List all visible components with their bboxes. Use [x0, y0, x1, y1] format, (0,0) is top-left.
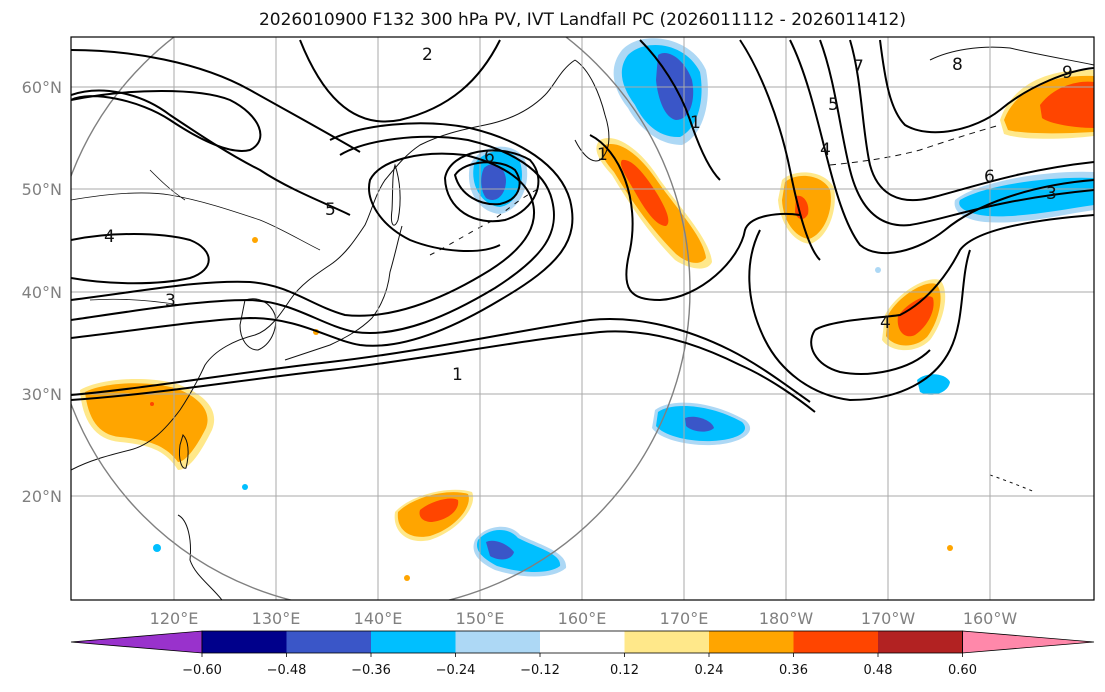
latitude-labels: 60°N 50°N 40°N 30°N 20°N	[22, 78, 62, 506]
contour-labels: 1 1 1 2 3 3 4 4 4 5 5 6 6 7 8 9	[104, 45, 1073, 385]
lon-tick-label: 120°E	[150, 609, 199, 628]
contour-label: 7	[853, 57, 864, 77]
lat-tick-label: 40°N	[22, 283, 62, 302]
contour-3	[71, 122, 574, 347]
colorbar-segment	[371, 631, 456, 653]
colorbar-tick-label: −0.60	[182, 663, 222, 678]
coast-sakhalin	[391, 163, 401, 226]
coastlines	[71, 46, 1094, 600]
contour-ridge-1	[589, 134, 801, 302]
contour-west-2	[71, 49, 361, 153]
lon-tick-label: 160°E	[558, 609, 607, 628]
contour-north	[879, 39, 1094, 134]
colorbar-extend-high	[962, 630, 1095, 654]
lat-tick-label: 30°N	[22, 385, 62, 404]
contour-2-south	[71, 318, 811, 403]
contour-4	[71, 135, 556, 334]
lat-tick-label: 20°N	[22, 487, 62, 506]
graticule	[71, 37, 1094, 600]
colorbar-segment	[878, 631, 963, 653]
contour-label: 6	[484, 147, 495, 167]
colorbar-segment	[709, 631, 794, 653]
lat-tick-label: 50°N	[22, 180, 62, 199]
lon-tick-label: 130°E	[252, 609, 301, 628]
contour-trough-a	[639, 39, 821, 261]
coast-hawaii	[989, 474, 1036, 493]
contour-label: 6	[984, 167, 995, 187]
coast-alaska	[929, 46, 1094, 66]
contour-label: 5	[325, 200, 336, 220]
contour-label: 2	[422, 45, 433, 65]
colorbar-segment	[286, 631, 371, 653]
coast-kamchatka	[574, 59, 610, 162]
contour-5	[71, 152, 536, 317]
coast-japan	[284, 225, 403, 361]
colorbar: −0.60 −0.48 −0.36 −0.24 −0.12 0.12 0.24 …	[70, 630, 1095, 678]
coast-asia-east	[71, 59, 576, 471]
colorbar-extend-low	[70, 630, 203, 654]
contour-6-okhotsk	[453, 161, 521, 206]
colorbar-segment	[793, 631, 878, 653]
colorbar-tick-label: −0.48	[267, 663, 307, 678]
colorbar-tick-label: 0.24	[695, 663, 724, 678]
colorbar-segment	[624, 631, 709, 653]
lon-tick-label: 170°W	[861, 609, 916, 628]
contour-label: 1	[597, 145, 608, 165]
colorbar-tick-label: 0.48	[864, 663, 893, 678]
contour-label: 8	[952, 55, 963, 75]
contour-label: 3	[1046, 184, 1057, 204]
pv-contours	[71, 39, 1094, 413]
contour-label: 5	[828, 95, 839, 115]
lon-tick-label: 140°E	[354, 609, 403, 628]
distance-circle	[71, 37, 691, 600]
colorbar-tick-label: 0.12	[610, 663, 639, 678]
colorbar-segment	[455, 631, 540, 653]
contour-label: 1	[452, 365, 463, 385]
lon-tick-label: 170°E	[660, 609, 709, 628]
contour-1	[71, 330, 816, 413]
colorbar-tick-label: −0.36	[351, 663, 391, 678]
contour-label: 1	[690, 113, 701, 133]
colorbar-segment	[202, 631, 287, 653]
colorbar-tick-label: −0.24	[436, 663, 476, 678]
contour-label: 9	[1062, 63, 1073, 83]
contour-trough-c	[819, 39, 1094, 227]
coast-aleutians	[829, 124, 1001, 166]
contour-inner-okhotsk	[443, 149, 540, 223]
contour-east-outer	[748, 229, 971, 402]
contour-north-2	[299, 39, 501, 123]
contour-west-4	[71, 233, 210, 285]
map-frame	[70, 36, 1095, 601]
map-title: 2026010900 F132 300 hPa PV, IVT Landfall…	[258, 10, 906, 30]
coast-china-interior	[71, 169, 321, 306]
contour-west-loop	[71, 90, 262, 152]
lon-tick-label: 150°E	[456, 609, 505, 628]
coast-taiwan	[179, 434, 189, 469]
colorbar-tick-label: 0.60	[948, 663, 977, 678]
contour-trough-b	[789, 39, 1094, 255]
lat-tick-label: 60°N	[22, 78, 62, 97]
longitude-labels: 120°E 130°E 140°E 150°E 160°E 170°E 180°…	[150, 609, 1018, 628]
colorbar-segment	[540, 631, 625, 653]
contour-label: 4	[880, 313, 891, 333]
contour-trough-d	[849, 39, 1094, 202]
colorbar-tick-label: −0.12	[520, 663, 560, 678]
contour-label: 4	[820, 140, 831, 160]
contour-label: 4	[104, 227, 115, 247]
lon-tick-label: 160°W	[963, 609, 1018, 628]
colorbar-tick-label: 0.36	[779, 663, 808, 678]
coast-luzon	[177, 514, 223, 600]
contour-4-east	[810, 214, 1094, 375]
lon-tick-label: 180°W	[759, 609, 814, 628]
contour-label: 3	[165, 291, 176, 311]
